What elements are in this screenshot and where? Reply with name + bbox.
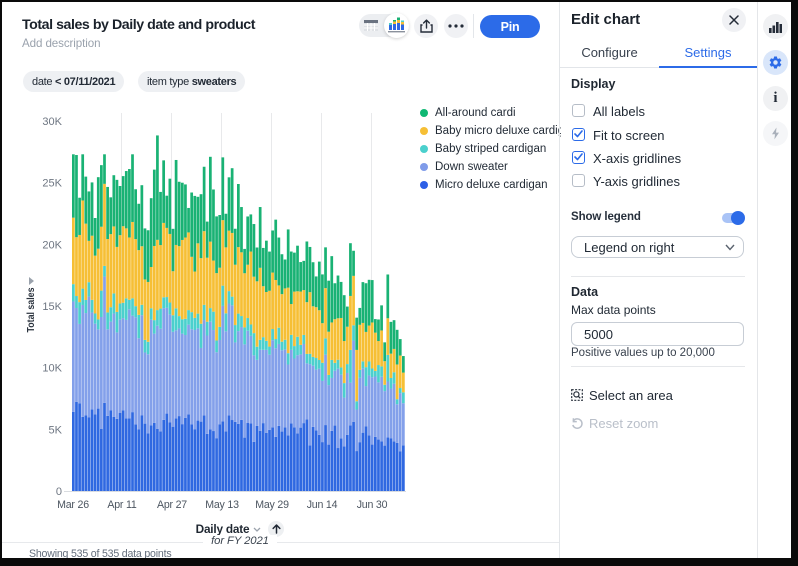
svg-text:10K: 10K bbox=[42, 363, 62, 375]
svg-text:May 29: May 29 bbox=[255, 499, 289, 511]
svg-text:5K: 5K bbox=[49, 424, 63, 436]
svg-text:Total sales: Total sales bbox=[25, 287, 37, 332]
svg-text:Jun 30: Jun 30 bbox=[357, 499, 388, 511]
svg-text:Mar 26: Mar 26 bbox=[57, 499, 89, 511]
svg-text:0: 0 bbox=[56, 486, 62, 498]
svg-text:May 13: May 13 bbox=[205, 499, 239, 511]
svg-text:20K: 20K bbox=[42, 239, 62, 251]
svg-text:30K: 30K bbox=[42, 116, 62, 128]
svg-text:Apr 11: Apr 11 bbox=[107, 499, 137, 511]
svg-text:Apr 27: Apr 27 bbox=[157, 499, 187, 511]
svg-text:25K: 25K bbox=[42, 178, 62, 190]
svg-text:15K: 15K bbox=[42, 301, 62, 313]
svg-text:Jun 14: Jun 14 bbox=[307, 499, 338, 511]
